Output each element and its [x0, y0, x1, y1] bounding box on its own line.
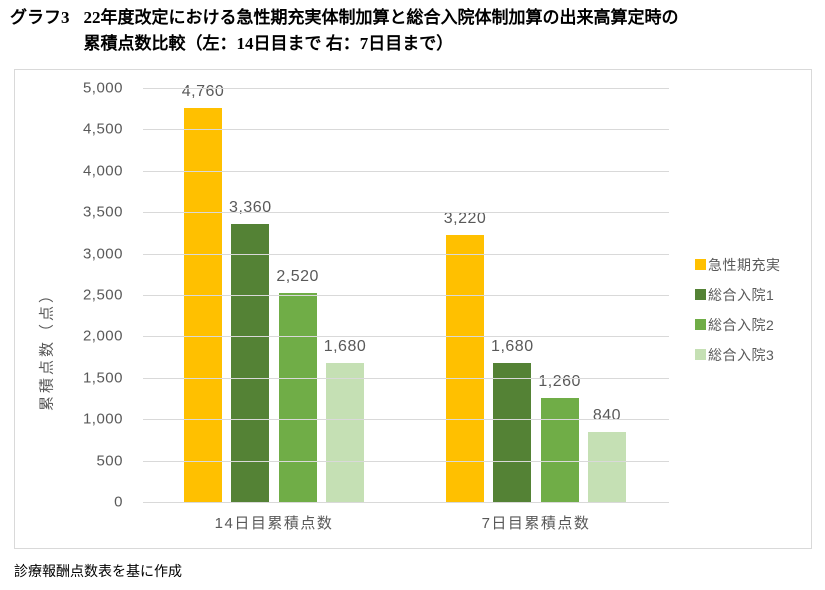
y-tick-label: 2,500	[82, 286, 123, 304]
plot-area: 4,760 3,360 2,520 1,680 3,220 1,680 1,260 840	[143, 83, 669, 503]
legend-label: 総合入院1	[708, 286, 775, 303]
title-text: 22年度改定における急性期充実体制加算と総合入院体制加算の出来高算定時の 累積点…	[84, 5, 679, 57]
y-tick-label: 500	[96, 452, 123, 470]
legend-item-series3: 総合入院2	[695, 316, 781, 333]
legend-color-swatch	[695, 349, 706, 360]
y-tick-label: 3,000	[82, 245, 123, 263]
y-tick-label: 1,500	[82, 369, 123, 387]
legend-color-swatch	[695, 259, 706, 270]
gridline	[143, 336, 669, 338]
bar-slot: 840	[587, 88, 626, 502]
title-line-2: 累積点数比較（左：14日目まで 右：7日目まで）	[83, 34, 454, 53]
bar-series3-group1	[278, 293, 317, 502]
x-axis-label-day14: 14日目累積点数	[214, 515, 334, 532]
bar-series3-group2	[540, 397, 579, 502]
bar-group-day7: 3,220 1,680 1,260 840	[443, 88, 626, 502]
bar-series1-group1	[184, 107, 222, 502]
bar-data-label: 3,360	[229, 198, 272, 216]
bar-slot: 1,680	[491, 88, 534, 502]
y-tick-label: 4,000	[82, 162, 123, 180]
bar-series2-group1	[231, 223, 270, 502]
source-note: 診療報酬点数表を基に作成	[14, 563, 182, 579]
bar-data-label: 1,260	[538, 372, 581, 390]
bar-slot: 1,260	[538, 88, 581, 502]
y-tick-label: 4,500	[82, 120, 123, 138]
bar-series4-group2	[587, 432, 626, 502]
gridline	[143, 212, 669, 214]
bar-slot: 4,760	[182, 83, 224, 502]
legend: 急性期充実総合入院1 総合入院2 総合入院3	[695, 256, 781, 363]
bar-series1-group2	[446, 235, 484, 502]
x-axis-label-day7: 7日目累積点数	[481, 515, 591, 532]
gridline	[143, 502, 669, 503]
bar-slot: 3,360	[229, 88, 272, 502]
gridline	[143, 295, 669, 296]
title-line-1: 22年度改定における急性期充実体制加算と総合入院体制加算の出来高算定時の	[83, 8, 679, 27]
gridline	[143, 377, 669, 379]
bar-series2-group2	[493, 362, 532, 502]
title-prefix: グラフ3	[10, 8, 70, 27]
gridline	[143, 129, 669, 131]
legend-item-series4: 総合入院3	[695, 346, 781, 363]
bar-slot: 1,680	[323, 88, 367, 502]
bar-group-day14: 4,760 3,360 2,520 1,680	[182, 83, 367, 502]
bar-slot: 3,220	[443, 88, 487, 502]
legend-label: 総合入院3	[708, 346, 775, 363]
legend-label: 急性期充実	[708, 256, 781, 273]
chart-area: 累積点数（点） 5,000 4,500 4,000 3,500 3,000 2,500 2,…	[14, 69, 812, 549]
y-tick-label: 2,000	[82, 327, 123, 345]
y-tick-label: 0	[114, 493, 123, 511]
gridline	[143, 460, 669, 462]
gridline	[143, 170, 669, 172]
gridline	[143, 253, 669, 255]
legend-item-series2: 総合入院1	[695, 286, 781, 303]
bar-data-label: 2,520	[276, 268, 319, 286]
legend-item-series1: 急性期充実	[695, 256, 781, 273]
bar-series4-group1	[325, 362, 364, 502]
bar-data-label: 1,680	[323, 337, 367, 355]
legend-label: 総合入院2	[708, 316, 775, 333]
bar-data-label: 3,220	[443, 210, 487, 228]
gridline	[143, 419, 669, 421]
page-title: グラフ3 22年度改定における急性期充実体制加算と総合入院体制加算の出来高算定時…	[10, 5, 679, 57]
legend-color-swatch	[695, 319, 706, 330]
gridline	[143, 88, 669, 89]
y-tick-label: 1,000	[82, 410, 123, 428]
y-tick-label: 5,000	[82, 79, 123, 97]
bar-data-label: 840	[592, 407, 622, 425]
bar-slot: 2,520	[276, 88, 319, 502]
bar-data-label: 4,760	[181, 82, 225, 100]
y-tick-label: 3,500	[82, 203, 123, 221]
legend-color-swatch	[695, 289, 706, 300]
y-axis-ticks: 5,000 4,500 4,000 3,500 3,000 2,500 2,000 1,500…	[15, 80, 123, 511]
bar-data-label: 1,680	[491, 337, 534, 355]
